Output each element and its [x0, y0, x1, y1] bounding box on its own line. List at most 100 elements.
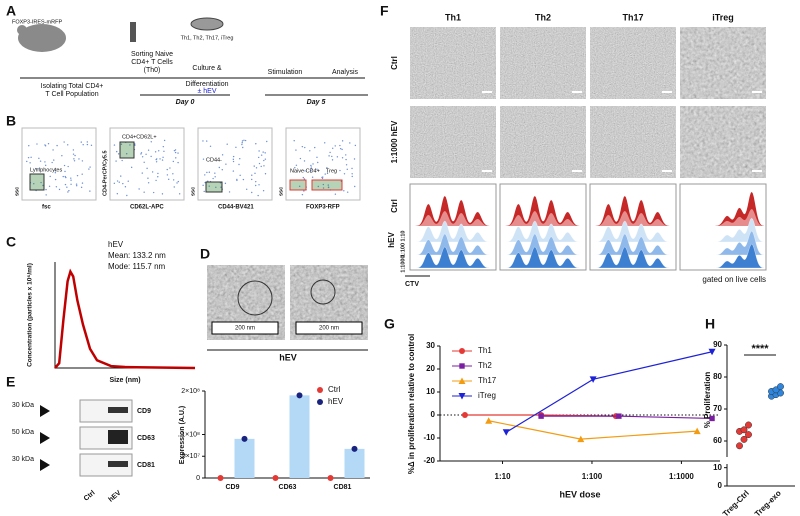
flow-event [345, 158, 347, 161]
scale-bar [752, 170, 762, 172]
flow-event [304, 170, 306, 172]
flow-event [33, 183, 35, 185]
marker [577, 435, 585, 443]
flow-event [152, 191, 155, 194]
flow-event [258, 162, 261, 165]
dose-label: 1:1000 [400, 255, 406, 272]
flow-event [166, 168, 168, 171]
gate [205, 181, 223, 193]
flow-event [147, 182, 150, 184]
flow-event [72, 149, 75, 151]
flow-event [54, 178, 57, 181]
x-tick-label: 1:1000 [669, 472, 694, 481]
flow-event [26, 160, 28, 163]
flow-event [120, 143, 123, 145]
flow-event [343, 190, 345, 192]
flow-event [52, 149, 54, 151]
series-line [505, 351, 713, 433]
legend-label: Th17 [478, 376, 497, 385]
flow-event [89, 166, 91, 168]
column-head: Th2 [535, 12, 551, 22]
flow-event [64, 170, 66, 173]
flow-event [61, 155, 63, 157]
panel-label: H [705, 316, 715, 332]
panel-label: C [6, 234, 16, 250]
y-tick-label: 1×10⁸ [181, 431, 200, 438]
ctrl-histogram [682, 191, 764, 226]
row-label: Ctrl [390, 56, 399, 70]
flow-event [212, 177, 214, 180]
nta-name: hEV [108, 240, 124, 249]
y-axis-label: % Proliferation [703, 372, 712, 429]
scale-bar-box [295, 321, 363, 335]
flow-event [155, 161, 158, 163]
y-tick-label: -20 [423, 456, 435, 465]
x-axis-label: hEV dose [559, 489, 600, 499]
flow-event [299, 157, 302, 160]
legend-label: Th2 [478, 361, 492, 370]
flow-event [161, 193, 164, 195]
point [740, 435, 748, 443]
flow-event [257, 194, 259, 197]
blot [79, 399, 133, 423]
flow-event [243, 139, 245, 142]
flow-event [353, 158, 356, 160]
ctrl-histogram-shade [502, 210, 584, 226]
panel-label: D [200, 246, 210, 262]
flow-event [113, 144, 116, 146]
gate [119, 141, 135, 159]
micrograph [590, 106, 676, 178]
flow-event [260, 165, 262, 168]
flow-event [214, 176, 216, 178]
flow-event [158, 150, 160, 152]
flow-event [241, 140, 244, 142]
micrograph [500, 27, 586, 99]
lane: Ctrl [83, 490, 97, 503]
legend-label: Th1 [478, 346, 492, 355]
y-axis-label: Concentration (particles x 10⁶/ml) [27, 263, 34, 367]
flow-event [178, 193, 181, 195]
flow-event [172, 160, 175, 163]
micrograph [590, 27, 676, 99]
flow-event [226, 143, 228, 145]
flow-event [146, 167, 148, 170]
marker [709, 415, 715, 422]
flow-event [126, 194, 128, 197]
flow-event [172, 173, 174, 175]
flow-event [345, 154, 347, 156]
row-label: 1:1000 hEV [390, 120, 399, 163]
flow-event [334, 145, 336, 147]
scale-bar [752, 91, 762, 93]
gate-label: CD4+CD62L+ [122, 134, 157, 140]
flow-event [80, 186, 83, 189]
flow-event [242, 178, 245, 181]
flow-event [51, 161, 53, 164]
flow-event [53, 159, 55, 161]
panel-label: B [6, 113, 16, 129]
flow-event [221, 154, 224, 156]
flow-event [321, 177, 324, 180]
flow-y-label: CD4-PerCP/Cy5.5 [102, 150, 108, 196]
flow-event [316, 156, 318, 159]
flow-event [70, 177, 72, 179]
panel-label: E [6, 374, 15, 390]
y-tick-label: 70 [713, 404, 722, 413]
scale-bar [482, 170, 492, 172]
flow-event [150, 155, 152, 158]
flow-event [331, 159, 334, 161]
legend-marker [459, 363, 465, 369]
flow-event [151, 171, 154, 173]
flow-event [120, 175, 122, 177]
flow-event [254, 172, 256, 175]
column-head: Th17 [622, 12, 643, 22]
hev-histogram [682, 243, 765, 269]
flow-event [147, 149, 150, 151]
series-line [541, 415, 713, 420]
flow-event [322, 187, 325, 189]
flow-event [125, 153, 128, 155]
flow-event [28, 145, 30, 147]
flow-event [27, 156, 30, 159]
step: Isolating Total CD4+ [41, 83, 104, 90]
flow-event [70, 179, 72, 181]
x-tick-label: Treg-exo [753, 488, 783, 516]
